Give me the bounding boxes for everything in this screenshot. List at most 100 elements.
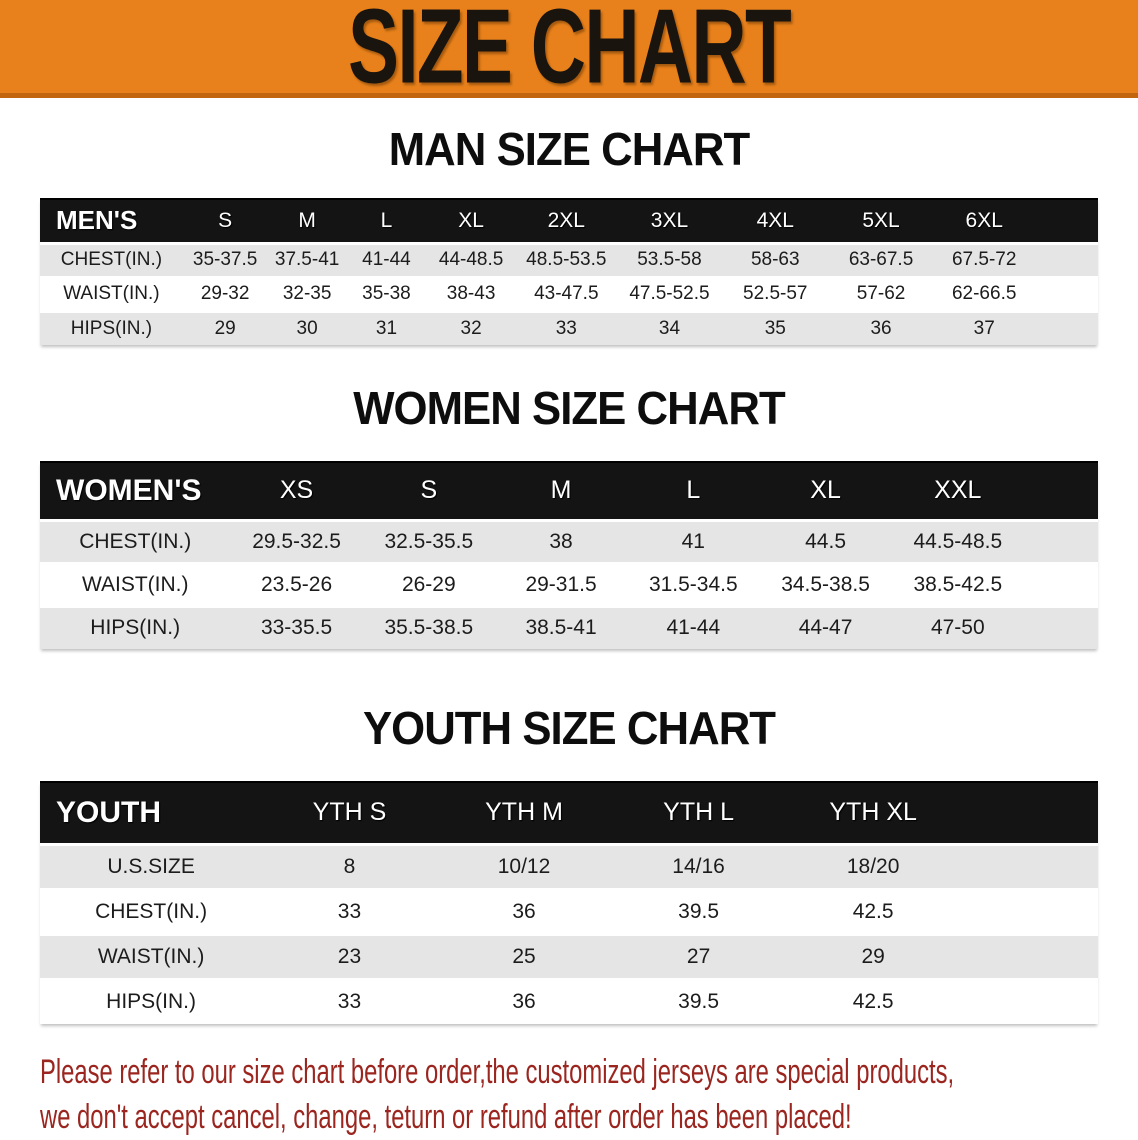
table-cell: 41-44	[666, 616, 721, 640]
table-cell: 33	[555, 317, 577, 339]
men-table-row: WAIST(IN.) 29-32 32-35 35-38 38-43 43-47.5 47.…	[40, 277, 1098, 311]
men-column-header-s: S	[182, 198, 268, 244]
row-filler	[1034, 311, 1098, 345]
women-table-row: CHEST(IN.) 29.5-32.5 32.5-35.5 38 41 44.5 44.5…	[40, 520, 1098, 563]
table-cell: 41-44	[362, 249, 411, 270]
men-column-header-3xl: 3XL	[616, 198, 723, 244]
youth-section: YOUTH SIZE CHART YOUTH YTH S YTH M YTH L YTH …	[0, 705, 1138, 1024]
table-cell: 43-47.5	[534, 283, 599, 304]
banner: SIZE CHART	[0, 0, 1138, 106]
table-cell: 33	[337, 990, 362, 1014]
table-cell: 29	[214, 317, 236, 339]
women-table-head: WOMEN'S XS S M L XL XXL	[40, 461, 1098, 521]
youth-table-row: CHEST(IN.) 33 36 39.5 42.5	[40, 889, 1098, 934]
table-cell: 31.5-34.5	[648, 572, 738, 596]
youth-column-header-yth-xl: YTH XL	[785, 781, 961, 845]
table-cell: 44.5-48.5	[913, 529, 1003, 553]
table-cell: 38-43	[446, 283, 496, 304]
table-cell: 29	[861, 944, 885, 968]
disclaimer-line-1: Please refer to our size chart before or…	[40, 1053, 955, 1091]
men-column-header-xl: XL	[426, 198, 517, 244]
table-cell: 36	[512, 899, 536, 923]
table-cell: 39.5	[678, 899, 720, 923]
women-size-table: WOMEN'S XS S M L XL XXL CHEST(IN.) 29.5-32.5 32.5…	[40, 461, 1098, 649]
table-cell: 38.5-42.5	[913, 572, 1003, 596]
table-cell: 37.5-41	[274, 249, 340, 270]
row-label: HIPS(IN.)	[70, 317, 153, 339]
table-cell: 47.5-52.5	[629, 283, 710, 304]
youth-table-row: U.S.SIZE 8 10/12 14/16 18/20	[40, 844, 1098, 889]
women-section: WOMEN SIZE CHART WOMEN'S XS S M L XL XXL CHEST(I…	[0, 385, 1138, 649]
women-header-row: WOMEN'S XS S M L XL XXL	[40, 461, 1098, 521]
men-section: MAN SIZE CHART MEN'S S M L XL 2XL 3XL 4XL 5XL 6XL C…	[0, 126, 1138, 345]
men-column-header-l: L	[346, 198, 427, 244]
row-filler	[960, 889, 1098, 934]
row-filler	[1034, 243, 1098, 277]
men-column-header-5xl: 5XL	[828, 198, 934, 244]
youth-header-row: YOUTH YTH S YTH M YTH L YTH XL	[40, 781, 1098, 845]
youth-size-table: YOUTH YTH S YTH M YTH L YTH XL U.S.SIZE 8 10/12…	[40, 781, 1098, 1024]
women-column-header-m: M	[494, 461, 628, 521]
table-cell: 35-37.5	[192, 249, 258, 270]
table-cell: 30	[296, 317, 318, 339]
table-cell: 62-66.5	[951, 283, 1017, 304]
table-cell: 44-47	[798, 616, 853, 640]
table-cell: 25	[512, 944, 536, 968]
table-cell: 42.5	[852, 899, 894, 923]
table-cell: 53.5-58	[637, 249, 702, 270]
youth-table-body: U.S.SIZE 8 10/12 14/16 18/20 CHEST(IN.) 33 36 39…	[40, 844, 1098, 1024]
disclaimer-line-2: we don't accept cancel, change, teturn o…	[40, 1098, 852, 1137]
table-cell: 38.5-41	[525, 616, 597, 640]
table-cell: 47-50	[930, 616, 985, 640]
table-cell: 29.5-32.5	[252, 529, 341, 553]
row-filler	[960, 844, 1098, 889]
youth-table-row: HIPS(IN.) 33 36 39.5 42.5	[40, 979, 1098, 1024]
table-cell: 23	[337, 944, 362, 968]
table-cell: 31	[375, 317, 398, 339]
row-label: WAIST(IN.)	[63, 283, 160, 304]
table-cell: 35.5-38.5	[384, 616, 474, 640]
men-size-table: MEN'S S M L XL 2XL 3XL 4XL 5XL 6XL CHEST(IN.) 35-37…	[40, 198, 1098, 345]
table-cell: 42.5	[852, 990, 894, 1014]
women-table-row: WAIST(IN.) 23.5-26 26-29 29-31.5 31.5-34.5 34…	[40, 563, 1098, 606]
banner-title: SIZE CHART	[348, 0, 792, 106]
youth-column-header-yth-m: YTH M	[436, 781, 612, 845]
men-header-label: MEN'S	[40, 198, 183, 244]
row-label: HIPS(IN.)	[106, 990, 196, 1014]
men-column-header-m: M	[267, 198, 347, 244]
table-cell: 33	[337, 899, 362, 923]
women-column-header-s: S	[362, 461, 495, 521]
table-cell: 26-29	[401, 572, 456, 596]
youth-column-header-yth-s: YTH S	[262, 781, 437, 845]
men-header-row: MEN'S S M L XL 2XL 3XL 4XL 5XL 6XL	[40, 198, 1098, 244]
row-filler	[1024, 563, 1098, 606]
table-cell: 32-35	[282, 283, 332, 304]
table-cell: 37	[973, 317, 995, 339]
women-column-header-xxl: XXL	[891, 461, 1024, 521]
table-cell: 48.5-53.5	[526, 249, 607, 270]
women-header-filler	[1023, 461, 1098, 521]
men-column-header-6xl: 6XL	[933, 198, 1035, 244]
table-cell: 44.5	[805, 529, 846, 553]
row-filler	[1034, 277, 1098, 311]
youth-header-filler	[960, 781, 1098, 845]
table-cell: 32.5-35.5	[384, 529, 474, 553]
table-cell: 36	[870, 317, 892, 339]
table-cell: 23.5-26	[260, 572, 333, 596]
row-label: CHEST(IN.)	[60, 249, 163, 270]
table-cell: 35	[764, 317, 786, 339]
row-filler	[1024, 520, 1098, 563]
youth-table-head: YOUTH YTH S YTH M YTH L YTH XL	[40, 781, 1098, 845]
youth-table-row: WAIST(IN.) 23 25 27 29	[40, 934, 1098, 979]
table-cell: 44-48.5	[438, 249, 504, 270]
table-cell: 39.5	[678, 990, 720, 1014]
women-column-header-xl: XL	[759, 461, 892, 521]
table-cell: 29-31.5	[525, 572, 597, 596]
women-header-label: WOMEN'S	[40, 461, 231, 521]
row-label: CHEST(IN.)	[95, 899, 208, 923]
table-cell: 34	[658, 317, 681, 339]
table-cell: 52.5-57	[743, 283, 808, 304]
table-cell: 67.5-72	[951, 249, 1017, 270]
disclaimer: Please refer to our size chart before or…	[40, 1050, 1138, 1140]
table-cell: 32	[460, 317, 482, 339]
